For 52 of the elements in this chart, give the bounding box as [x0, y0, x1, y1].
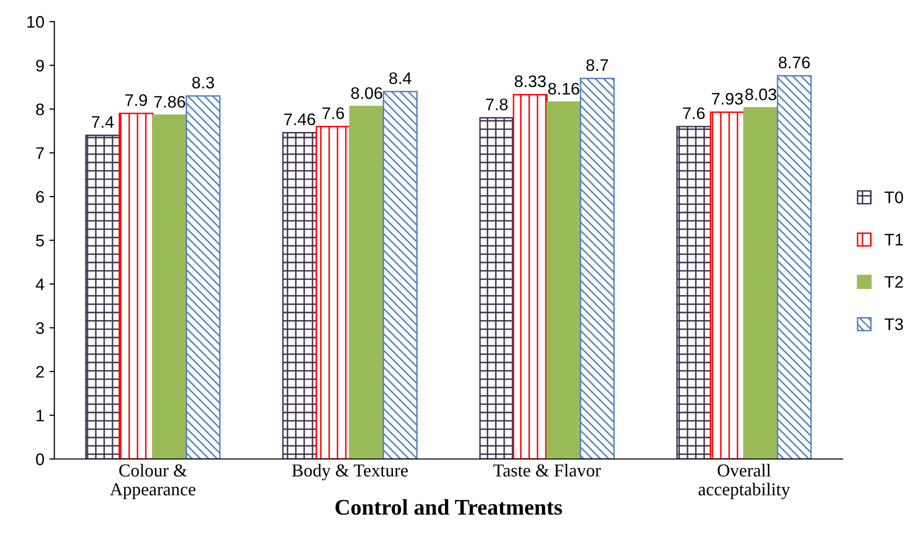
data-label: 8.76 — [778, 56, 810, 68]
y-tick-label: 10 — [27, 16, 44, 28]
bar — [676, 126, 712, 459]
data-label: 7.86 — [154, 96, 186, 108]
y-tick-label: 7 — [36, 147, 44, 159]
data-label: 8.03 — [745, 88, 776, 100]
legend-label: T3 — [884, 318, 903, 330]
y-tick-label: 9 — [36, 60, 44, 72]
y-tick-label: 5 — [36, 234, 44, 247]
bar — [776, 75, 812, 459]
bar — [316, 126, 351, 459]
data-label: 8.7 — [586, 59, 608, 71]
x-tick-label: Body & Texture — [292, 464, 408, 480]
bar — [85, 134, 120, 459]
x-tick-label: Colour & Appearance — [110, 464, 196, 500]
data-label: 8.16 — [548, 82, 580, 95]
y-tick-label: 1 — [36, 410, 44, 422]
bar — [512, 94, 548, 459]
data-label: 8.06 — [351, 87, 382, 99]
bar — [382, 90, 418, 459]
data-label: 7.6 — [683, 107, 705, 120]
bar — [580, 78, 615, 459]
bar — [349, 106, 384, 459]
bar — [118, 112, 154, 459]
y-tick-label: 4 — [36, 278, 44, 290]
bar — [743, 107, 778, 459]
bar — [152, 114, 188, 459]
x-tick-label: Taste & Flavor — [493, 464, 601, 477]
bar — [546, 101, 582, 459]
legend-label: T2 — [884, 276, 903, 288]
bar — [710, 111, 745, 459]
data-label: 7.9 — [125, 94, 147, 106]
data-label: 7.8 — [486, 98, 508, 110]
x-axis-title: Control and Treatments — [336, 499, 562, 515]
bar — [186, 95, 221, 459]
data-label: 7.4 — [92, 116, 114, 128]
x-tick-label: Overall acceptability — [698, 464, 790, 500]
data-label: 8.4 — [389, 72, 412, 84]
bar — [479, 117, 514, 459]
data-label: 8.33 — [514, 75, 546, 88]
data-label: 8.3 — [192, 76, 214, 88]
legend-label: T0 — [884, 191, 904, 204]
y-tick-label: 2 — [36, 366, 44, 378]
data-label: 7.93 — [712, 92, 743, 105]
data-label: 7.6 — [322, 107, 344, 120]
y-tick-label: 6 — [36, 190, 44, 203]
data-label: 7.46 — [284, 113, 316, 126]
legend-label: T1 — [884, 234, 903, 246]
bar — [282, 132, 318, 459]
y-tick-label: 3 — [36, 322, 44, 334]
y-tick-label: 8 — [36, 103, 44, 116]
y-tick-label: 0 — [36, 453, 44, 466]
